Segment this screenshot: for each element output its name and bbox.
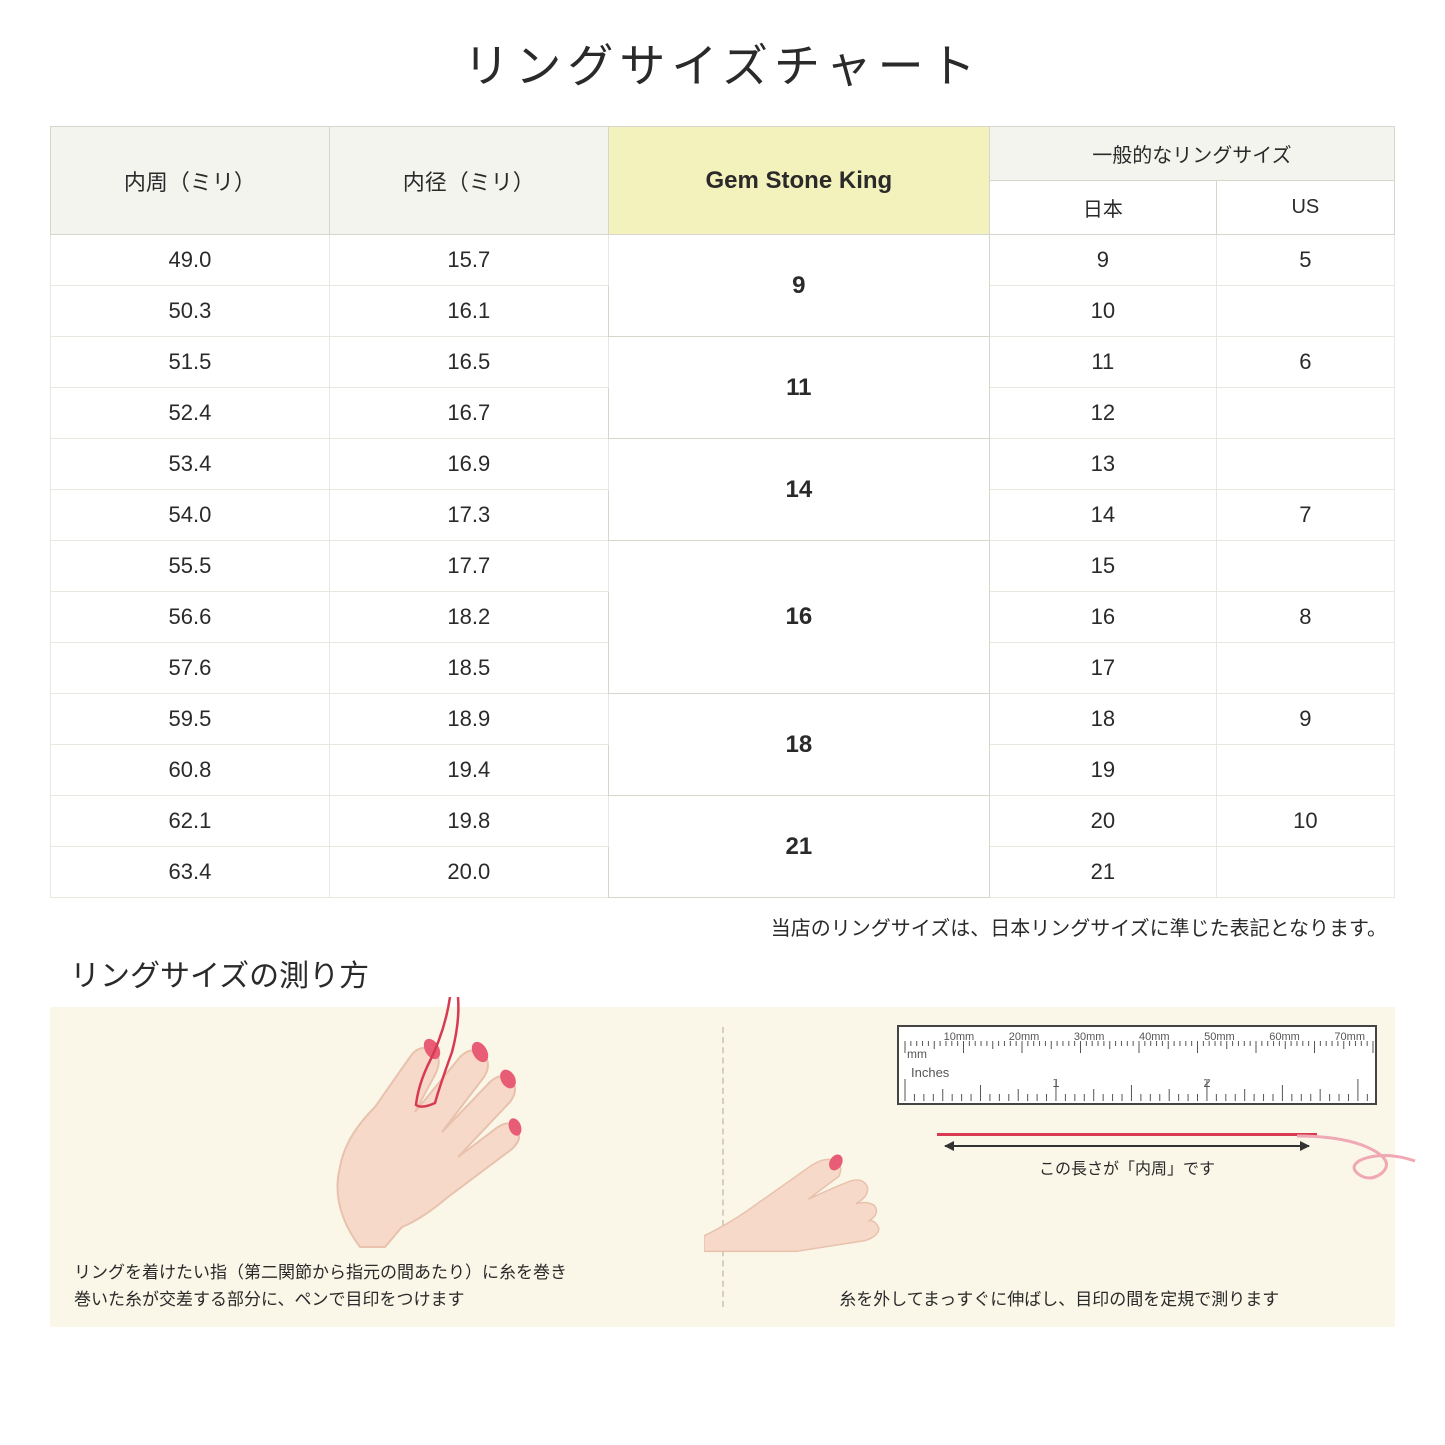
cell-jp: 16 — [989, 592, 1216, 643]
cell-circumference: 52.4 — [51, 388, 330, 439]
cell-diameter: 16.9 — [329, 439, 608, 490]
cell-jp: 13 — [989, 439, 1216, 490]
cell-us — [1216, 541, 1394, 592]
thread-line — [937, 1133, 1317, 1136]
table-row: 62.119.8212010 — [51, 796, 1395, 847]
footnote: 当店のリングサイズは、日本リングサイズに準じた表記となります。 — [50, 912, 1395, 941]
cell-diameter: 17.3 — [329, 490, 608, 541]
cell-circumference: 51.5 — [51, 337, 330, 388]
cell-jp: 20 — [989, 796, 1216, 847]
table-row: 59.518.918189 — [51, 694, 1395, 745]
cell-diameter: 20.0 — [329, 847, 608, 898]
hand-wrap-illustration — [170, 997, 590, 1257]
cell-jp: 17 — [989, 643, 1216, 694]
cell-circumference: 62.1 — [51, 796, 330, 847]
cell-us — [1216, 745, 1394, 796]
table-row: 53.416.91413 — [51, 439, 1395, 490]
howto-step-1: リングを着けたい指（第二関節から指元の間あたり）に糸を巻き 巻いた糸が交差する部… — [50, 1007, 722, 1327]
col-general: 一般的なリングサイズ — [989, 127, 1394, 181]
cell-us — [1216, 439, 1394, 490]
cell-jp: 18 — [989, 694, 1216, 745]
cell-us — [1216, 286, 1394, 337]
measure-arrow: この長さが「内周」です — [945, 1145, 1309, 1179]
cell-us: 6 — [1216, 337, 1394, 388]
cell-jp: 10 — [989, 286, 1216, 337]
svg-text:1: 1 — [1052, 1079, 1059, 1090]
col-japan: 日本 — [989, 181, 1216, 235]
cell-us: 7 — [1216, 490, 1394, 541]
svg-text:2: 2 — [1203, 1079, 1210, 1090]
ruler-illustration: 10mm20mm30mm40mm50mm60mm70mm mm Inches 1… — [897, 1025, 1377, 1105]
howto-panel: リングを着けたい指（第二関節から指元の間あたり）に糸を巻き 巻いた糸が交差する部… — [50, 1007, 1395, 1327]
table-row: 51.516.511116 — [51, 337, 1395, 388]
cell-circumference: 57.6 — [51, 643, 330, 694]
cell-circumference: 63.4 — [51, 847, 330, 898]
cell-us: 8 — [1216, 592, 1394, 643]
cell-circumference: 50.3 — [51, 286, 330, 337]
cell-us: 10 — [1216, 796, 1394, 847]
cell-diameter: 16.7 — [329, 388, 608, 439]
cell-diameter: 16.1 — [329, 286, 608, 337]
cell-diameter: 15.7 — [329, 235, 608, 286]
cell-diameter: 19.4 — [329, 745, 608, 796]
cell-diameter: 18.9 — [329, 694, 608, 745]
col-circumference: 内周（ミリ） — [51, 127, 330, 235]
cell-gsk: 11 — [608, 337, 989, 439]
cell-gsk: 18 — [608, 694, 989, 796]
cell-jp: 15 — [989, 541, 1216, 592]
ruler-in-unit: Inches — [911, 1065, 949, 1080]
cell-jp: 14 — [989, 490, 1216, 541]
howto-caption-2: 糸を外してまっすぐに伸ばし、目印の間を定規で測ります — [748, 1286, 1372, 1313]
cell-us: 9 — [1216, 694, 1394, 745]
cell-circumference: 54.0 — [51, 490, 330, 541]
howto-step-2: 10mm20mm30mm40mm50mm60mm70mm mm Inches 1… — [724, 1007, 1396, 1327]
cell-circumference: 53.4 — [51, 439, 330, 490]
howto-title: リングサイズの測り方 — [70, 951, 1395, 995]
cell-us: 5 — [1216, 235, 1394, 286]
cell-jp: 19 — [989, 745, 1216, 796]
cell-jp: 9 — [989, 235, 1216, 286]
cell-diameter: 19.8 — [329, 796, 608, 847]
cell-circumference: 49.0 — [51, 235, 330, 286]
cell-circumference: 56.6 — [51, 592, 330, 643]
cell-jp: 11 — [989, 337, 1216, 388]
page-title: リングサイズチャート — [50, 30, 1395, 96]
table-row: 49.015.7995 — [51, 235, 1395, 286]
cell-gsk: 14 — [608, 439, 989, 541]
cell-jp: 12 — [989, 388, 1216, 439]
col-gsk: Gem Stone King — [608, 127, 989, 235]
cell-gsk: 9 — [608, 235, 989, 337]
cell-us — [1216, 388, 1394, 439]
size-chart-table: 内周（ミリ） 内径（ミリ） Gem Stone King 一般的なリングサイズ … — [50, 126, 1395, 898]
cell-us — [1216, 847, 1394, 898]
col-diameter: 内径（ミリ） — [329, 127, 608, 235]
cell-jp: 21 — [989, 847, 1216, 898]
cell-gsk: 16 — [608, 541, 989, 694]
howto-caption-1: リングを着けたい指（第二関節から指元の間あたり）に糸を巻き 巻いた糸が交差する部… — [74, 1259, 698, 1313]
measure-label: この長さが「内周」です — [1039, 1161, 1215, 1178]
table-row: 55.517.71615 — [51, 541, 1395, 592]
cell-diameter: 17.7 — [329, 541, 608, 592]
col-us: US — [1216, 181, 1394, 235]
cell-diameter: 18.2 — [329, 592, 608, 643]
cell-gsk: 21 — [608, 796, 989, 898]
cell-diameter: 18.5 — [329, 643, 608, 694]
cell-diameter: 16.5 — [329, 337, 608, 388]
cell-circumference: 55.5 — [51, 541, 330, 592]
thread-curl — [1297, 1125, 1417, 1185]
cell-us — [1216, 643, 1394, 694]
cell-circumference: 59.5 — [51, 694, 330, 745]
cell-circumference: 60.8 — [51, 745, 330, 796]
